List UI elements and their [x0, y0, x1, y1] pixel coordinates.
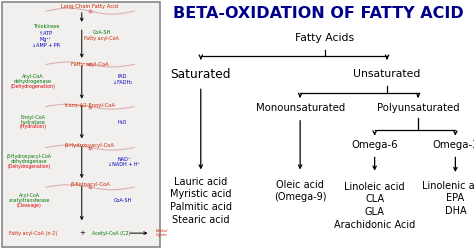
Text: Acetyl-CoA (C2): Acetyl-CoA (C2)	[92, 231, 130, 236]
Text: Enoyl-CoA: Enoyl-CoA	[20, 115, 45, 120]
Text: (Cleavage): (Cleavage)	[17, 203, 42, 208]
Text: dehydrogenase: dehydrogenase	[14, 79, 52, 84]
Text: H₂O: H₂O	[118, 120, 128, 124]
Text: Acyl-CoA: Acyl-CoA	[19, 193, 40, 198]
Text: Thiokinase: Thiokinase	[33, 24, 59, 29]
Text: β-Hydroxyacyl-CoA: β-Hydroxyacyl-CoA	[7, 154, 52, 159]
Text: Krebs'
Cycle: Krebs' Cycle	[155, 229, 169, 237]
Text: (Dehydrogenation): (Dehydrogenation)	[10, 84, 55, 89]
Text: acetyltransferase: acetyltransferase	[9, 198, 50, 203]
Text: (Hydration): (Hydration)	[19, 124, 46, 129]
Text: Unsaturated: Unsaturated	[354, 69, 421, 79]
Text: ↓FADH₂: ↓FADH₂	[113, 80, 132, 85]
Text: ↓AMP + PPᵢ: ↓AMP + PPᵢ	[32, 43, 60, 48]
Text: β-Ketoacyl-CoA: β-Ketoacyl-CoA	[70, 182, 110, 186]
Text: Fatty Acids: Fatty Acids	[295, 33, 355, 43]
Text: dehydrogenase: dehydrogenase	[11, 159, 48, 164]
Text: Polyunsaturated: Polyunsaturated	[377, 103, 459, 113]
Text: Monounsaturated: Monounsaturated	[255, 103, 345, 113]
Text: Long Chain Fatty Acid: Long Chain Fatty Acid	[62, 4, 118, 9]
Text: ↓NADH + H⁺: ↓NADH + H⁺	[108, 162, 140, 167]
Text: Lauric acid
Myristic acid
Palmitic acid
Stearic acid: Lauric acid Myristic acid Palmitic acid …	[170, 177, 232, 225]
Text: Linolenic acid
EPA
DHA: Linolenic acid EPA DHA	[422, 181, 474, 216]
Text: CoA-SH: CoA-SH	[113, 198, 132, 203]
Text: trans-Δ2-Enoyl-CoA: trans-Δ2-Enoyl-CoA	[64, 103, 116, 108]
Text: NAD⁺: NAD⁺	[118, 157, 131, 162]
Text: Acyl-CoA: Acyl-CoA	[22, 74, 44, 79]
Text: Linoleic acid
CLA
GLA
Arachidonic Acid: Linoleic acid CLA GLA Arachidonic Acid	[334, 182, 415, 230]
Text: +: +	[79, 230, 85, 236]
Text: BETA-OXIDATION OF FATTY ACID: BETA-OXIDATION OF FATTY ACID	[173, 6, 464, 21]
FancyBboxPatch shape	[1, 2, 160, 247]
Text: Oleic acid
(Omega-9): Oleic acid (Omega-9)	[274, 180, 327, 202]
Text: Fatty acyl-CoA (n-2): Fatty acyl-CoA (n-2)	[9, 231, 57, 236]
Text: Saturated: Saturated	[171, 68, 231, 81]
Text: FAD: FAD	[118, 74, 128, 79]
Text: CoA-SH: CoA-SH	[92, 30, 110, 35]
Text: (Dehydrogenation): (Dehydrogenation)	[8, 164, 51, 169]
Text: ↑ATP: ↑ATP	[39, 31, 52, 36]
Text: Omega-3: Omega-3	[432, 140, 474, 150]
Text: β-Hydroxyacyl-CoA: β-Hydroxyacyl-CoA	[65, 143, 115, 148]
Text: Fatty acyl-CoA: Fatty acyl-CoA	[84, 36, 119, 41]
Text: Fatty acyl-CoA: Fatty acyl-CoA	[71, 62, 109, 67]
Text: Mg²⁺: Mg²⁺	[40, 37, 52, 42]
Text: Omega-6: Omega-6	[351, 140, 398, 150]
Text: hydratase: hydratase	[20, 120, 45, 124]
